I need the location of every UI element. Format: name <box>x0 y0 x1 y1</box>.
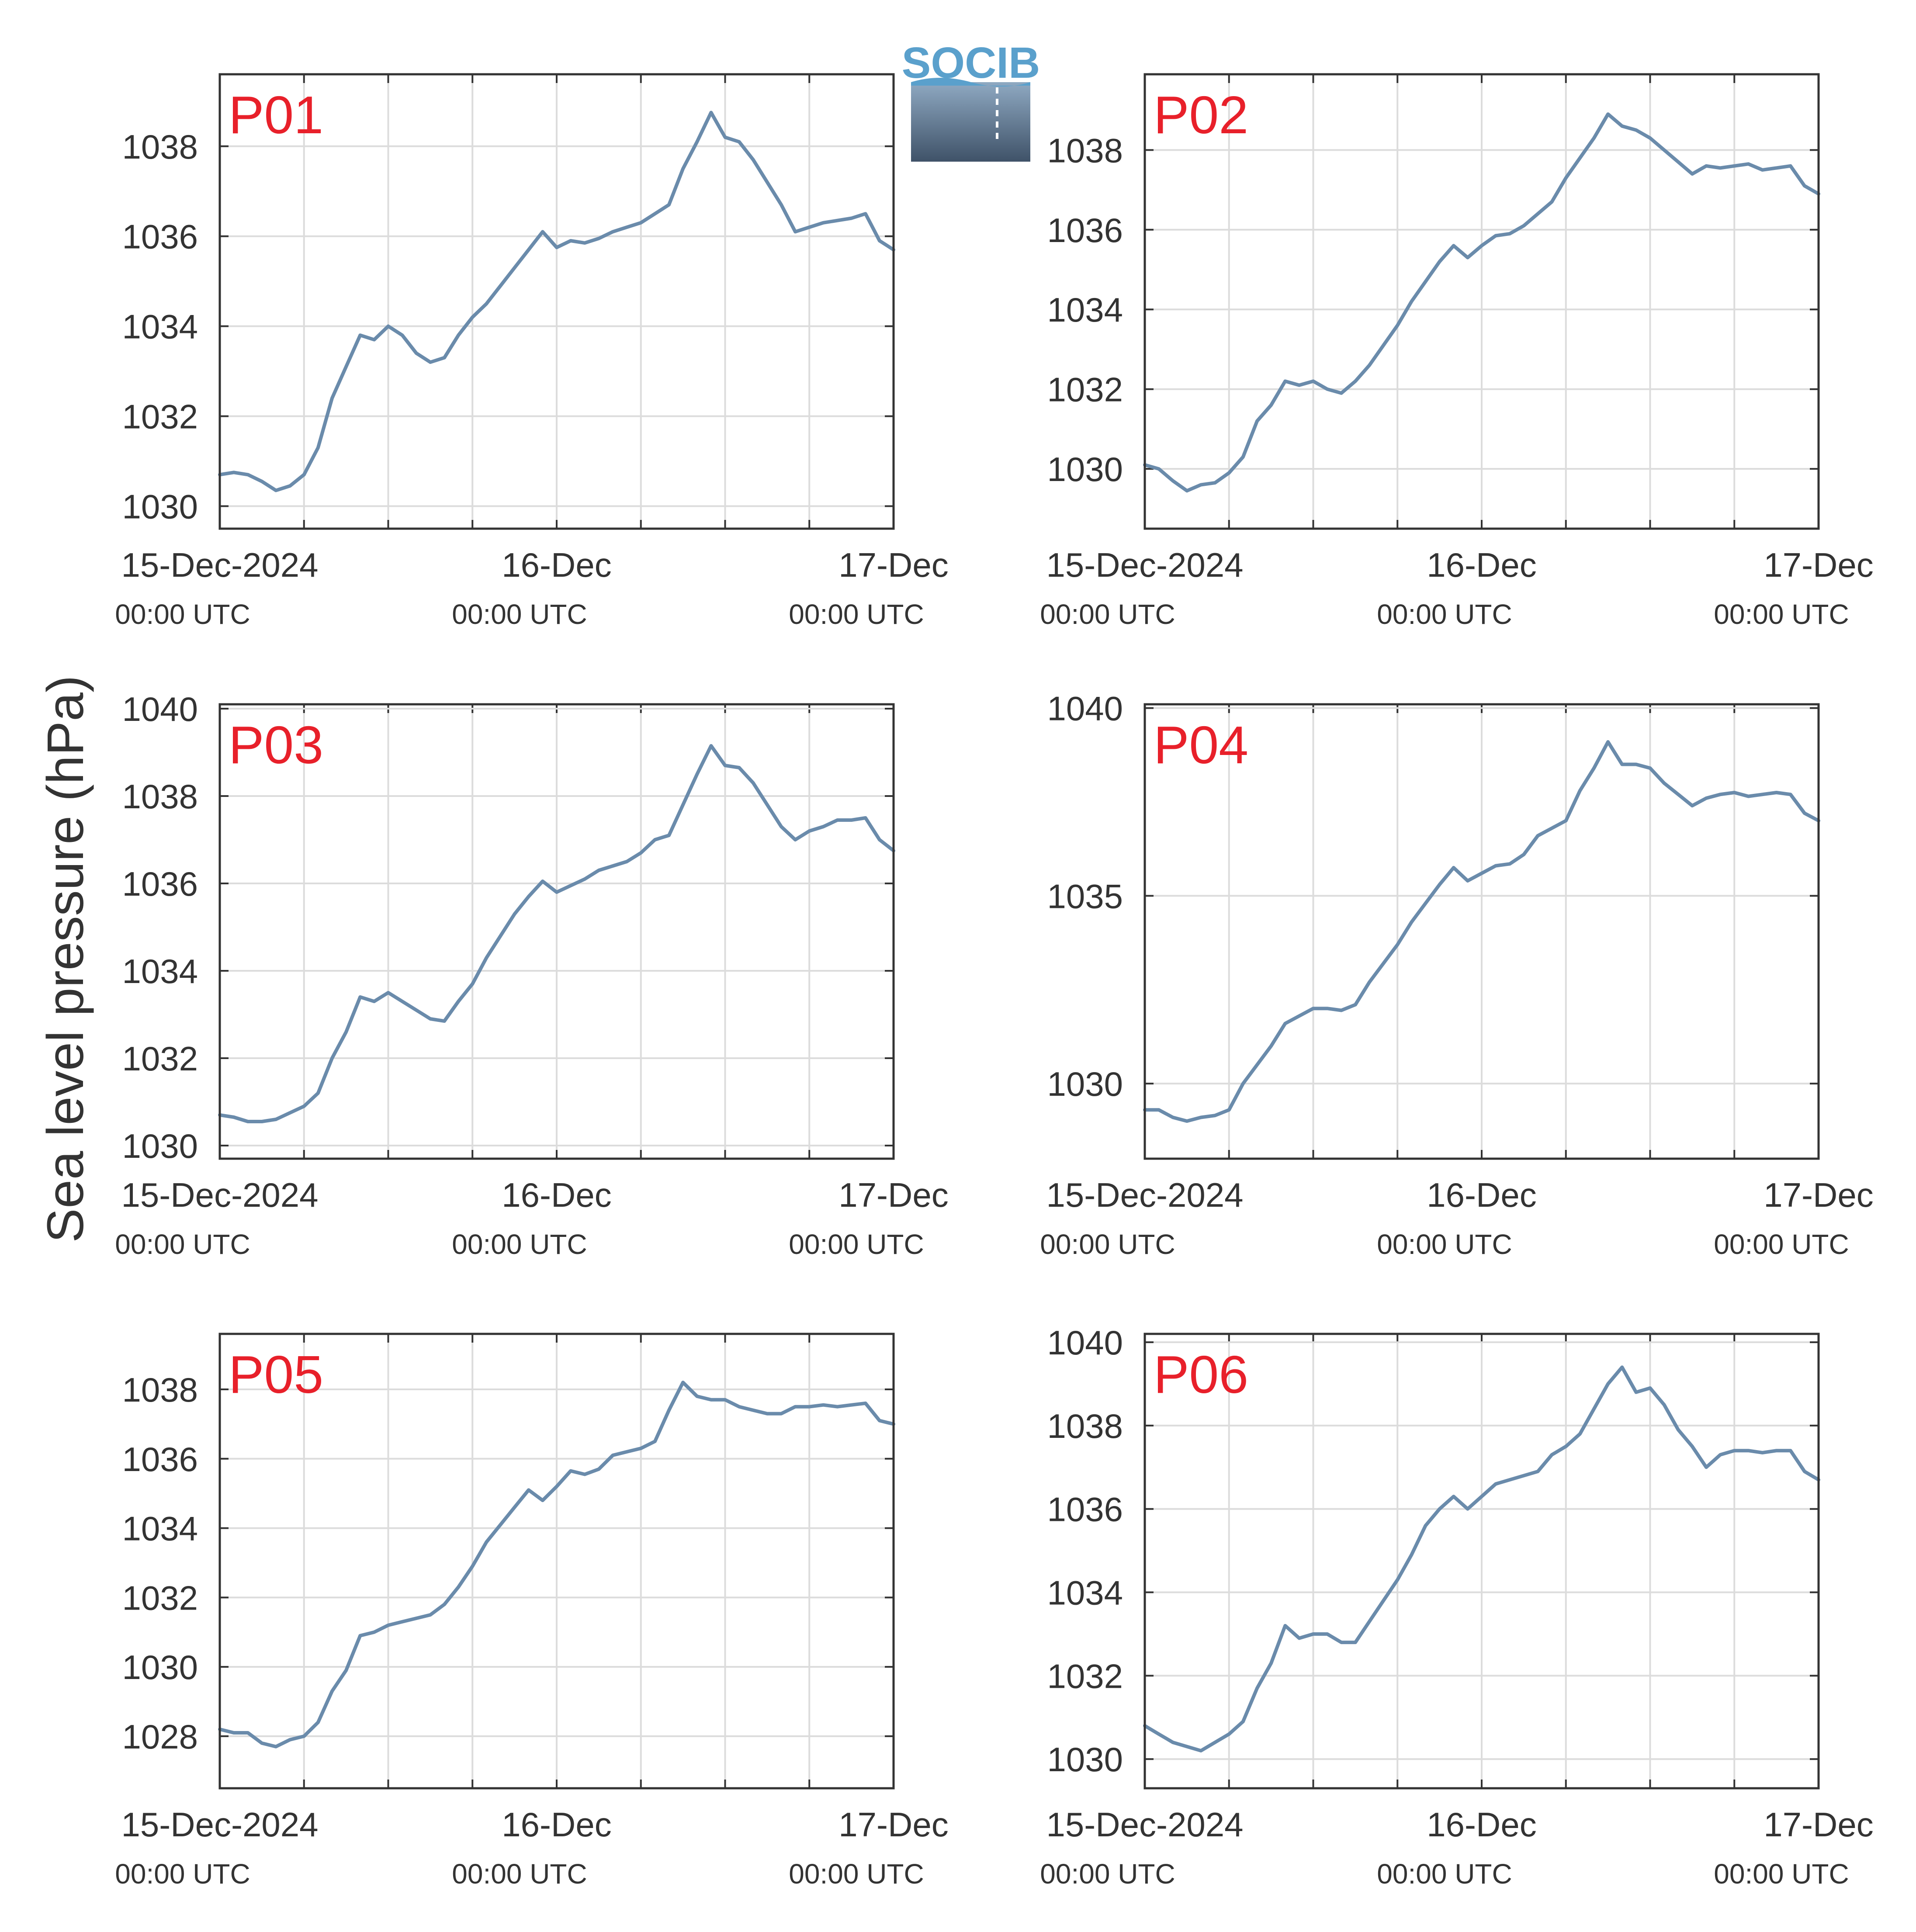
y-tick-label: 1035 <box>1047 877 1123 915</box>
y-tick-label: 1038 <box>1047 131 1123 170</box>
x-tick-label-date: 17-Dec <box>1764 1805 1873 1844</box>
panel-p01: 1030 1032 1034 1036 1038 15-Dec-2024 00:00 UTC… <box>115 73 949 630</box>
plot-frame <box>1143 73 1820 530</box>
y-tick-label: 1030 <box>122 1127 198 1165</box>
y-tick-label: 1030 <box>122 488 198 526</box>
series-line-p05 <box>218 1381 895 1748</box>
panel-p05: 1028 1030 1032 1034 1036 1038 15-Dec-2024 00:00… <box>115 1333 949 1890</box>
panel-label: P03 <box>229 715 323 775</box>
x-tick-label-time: 00:00 UTC <box>452 1229 587 1260</box>
x-tick-label-date: 16-Dec <box>1427 546 1536 584</box>
x-tick-label-time: 00:00 UTC <box>115 1858 250 1890</box>
x-tick-label-time: 00:00 UTC <box>115 599 250 630</box>
x-tick-label-date: 15-Dec-2024 <box>1046 546 1244 584</box>
y-axis-label: Sea level pressure (hPa) <box>37 675 94 1243</box>
x-tick-label-time: 00:00 UTC <box>1040 599 1175 630</box>
y-tick-label: 1034 <box>1047 1574 1123 1612</box>
x-tick-label-date: 15-Dec-2024 <box>1046 1805 1244 1844</box>
x-tick-label-time: 00:00 UTC <box>452 1858 587 1890</box>
x-tick-label-time: 00:00 UTC <box>1714 1229 1849 1260</box>
x-tick-label-date: 16-Dec <box>502 546 611 584</box>
y-tick-label: 1038 <box>122 777 198 816</box>
x-tick-label-time: 00:00 UTC <box>115 1229 250 1260</box>
y-tick-label: 1030 <box>1047 1740 1123 1779</box>
y-tick-label: 1036 <box>1047 1490 1123 1529</box>
y-tick-label: 1040 <box>1047 1323 1123 1362</box>
x-tick-label-time: 00:00 UTC <box>1377 599 1512 630</box>
x-tick-label-time: 00:00 UTC <box>1040 1229 1175 1260</box>
y-tick-label: 1034 <box>1047 291 1123 329</box>
x-tick-label-date: 16-Dec <box>502 1176 611 1214</box>
panel-label: P05 <box>229 1345 323 1404</box>
panel-p06: 1030 1032 1034 1036 1038 1040 15-Dec-2024 00:00… <box>1040 1323 1873 1890</box>
plot-frame <box>1143 1333 1820 1790</box>
y-tick-label: 1036 <box>122 218 198 256</box>
panel-label: P06 <box>1154 1345 1248 1404</box>
x-tick-label-date: 16-Dec <box>1427 1805 1536 1844</box>
x-tick-label-date: 16-Dec <box>1427 1176 1536 1214</box>
x-tick-label-date: 17-Dec <box>838 1805 948 1844</box>
y-tick-label: 1040 <box>122 690 198 728</box>
x-tick-label-date: 17-Dec <box>838 1176 948 1214</box>
panel-p03: 1030 1032 1034 1036 1038 1040 15-Dec-2024 00:00… <box>115 690 948 1260</box>
x-tick-label-date: 17-Dec <box>838 546 948 584</box>
y-tick-label: 1030 <box>122 1648 198 1686</box>
y-tick-label: 1032 <box>122 1579 198 1617</box>
panel-label: P02 <box>1154 85 1248 145</box>
y-tick-label: 1036 <box>122 865 198 903</box>
series-line-p03 <box>218 744 895 1123</box>
x-tick-label-date: 15-Dec-2024 <box>121 1176 319 1214</box>
y-tick-label: 1032 <box>1047 1657 1123 1695</box>
x-tick-label-time: 00:00 UTC <box>1377 1229 1512 1260</box>
y-tick-label: 1032 <box>122 398 198 436</box>
y-tick-label: 1038 <box>1047 1407 1123 1445</box>
y-tick-label: 1036 <box>122 1440 198 1478</box>
y-tick-label: 1032 <box>122 1039 198 1078</box>
plot-frame <box>218 1333 895 1790</box>
y-tick-label: 1030 <box>1047 1065 1123 1103</box>
y-tick-label: 1028 <box>122 1717 198 1756</box>
series-line-p01 <box>218 111 895 492</box>
y-tick-label: 1038 <box>122 128 198 166</box>
x-tick-label-time: 00:00 UTC <box>1714 1858 1849 1890</box>
x-tick-label-time: 00:00 UTC <box>1377 1858 1512 1890</box>
panel-p04: 1030 1035 1040 15-Dec-2024 00:00 UTC 16-Dec 00… <box>1040 689 1873 1260</box>
y-tick-label: 1040 <box>1047 689 1123 728</box>
x-tick-label-time: 00:00 UTC <box>1714 599 1849 630</box>
y-tick-label: 1034 <box>122 308 198 346</box>
y-tick-label: 1034 <box>122 1510 198 1548</box>
y-tick-label: 1038 <box>122 1371 198 1409</box>
series-line-p04 <box>1143 740 1820 1123</box>
x-tick-label-time: 00:00 UTC <box>1040 1858 1175 1890</box>
socib-logo: SOCIB <box>902 38 1040 162</box>
y-tick-label: 1030 <box>1047 450 1123 488</box>
x-tick-label-date: 17-Dec <box>1764 1176 1873 1214</box>
x-tick-label-date: 16-Dec <box>502 1805 611 1844</box>
series-line-p02 <box>1143 112 1820 493</box>
plot-frame <box>218 703 895 1160</box>
x-tick-label-time: 00:00 UTC <box>789 1229 924 1260</box>
plot-frame <box>1143 703 1820 1160</box>
panel-label: P01 <box>229 85 323 145</box>
series-line-p06 <box>1143 1365 1820 1753</box>
y-tick-label: 1034 <box>122 952 198 990</box>
x-tick-label-time: 00:00 UTC <box>789 1858 924 1890</box>
x-tick-label-date: 15-Dec-2024 <box>121 546 319 584</box>
x-tick-label-time: 00:00 UTC <box>452 599 587 630</box>
x-tick-label-date: 15-Dec-2024 <box>121 1805 319 1844</box>
plot-frame <box>218 73 895 530</box>
x-tick-label-date: 17-Dec <box>1764 546 1873 584</box>
y-tick-label: 1036 <box>1047 211 1123 249</box>
x-tick-label-date: 15-Dec-2024 <box>1046 1176 1244 1214</box>
x-tick-label-time: 00:00 UTC <box>789 599 924 630</box>
panel-p02: 1030 1032 1034 1036 1038 15-Dec-2024 00:00 UTC… <box>1040 73 1874 630</box>
y-tick-label: 1032 <box>1047 370 1123 409</box>
panel-label: P04 <box>1154 715 1248 775</box>
